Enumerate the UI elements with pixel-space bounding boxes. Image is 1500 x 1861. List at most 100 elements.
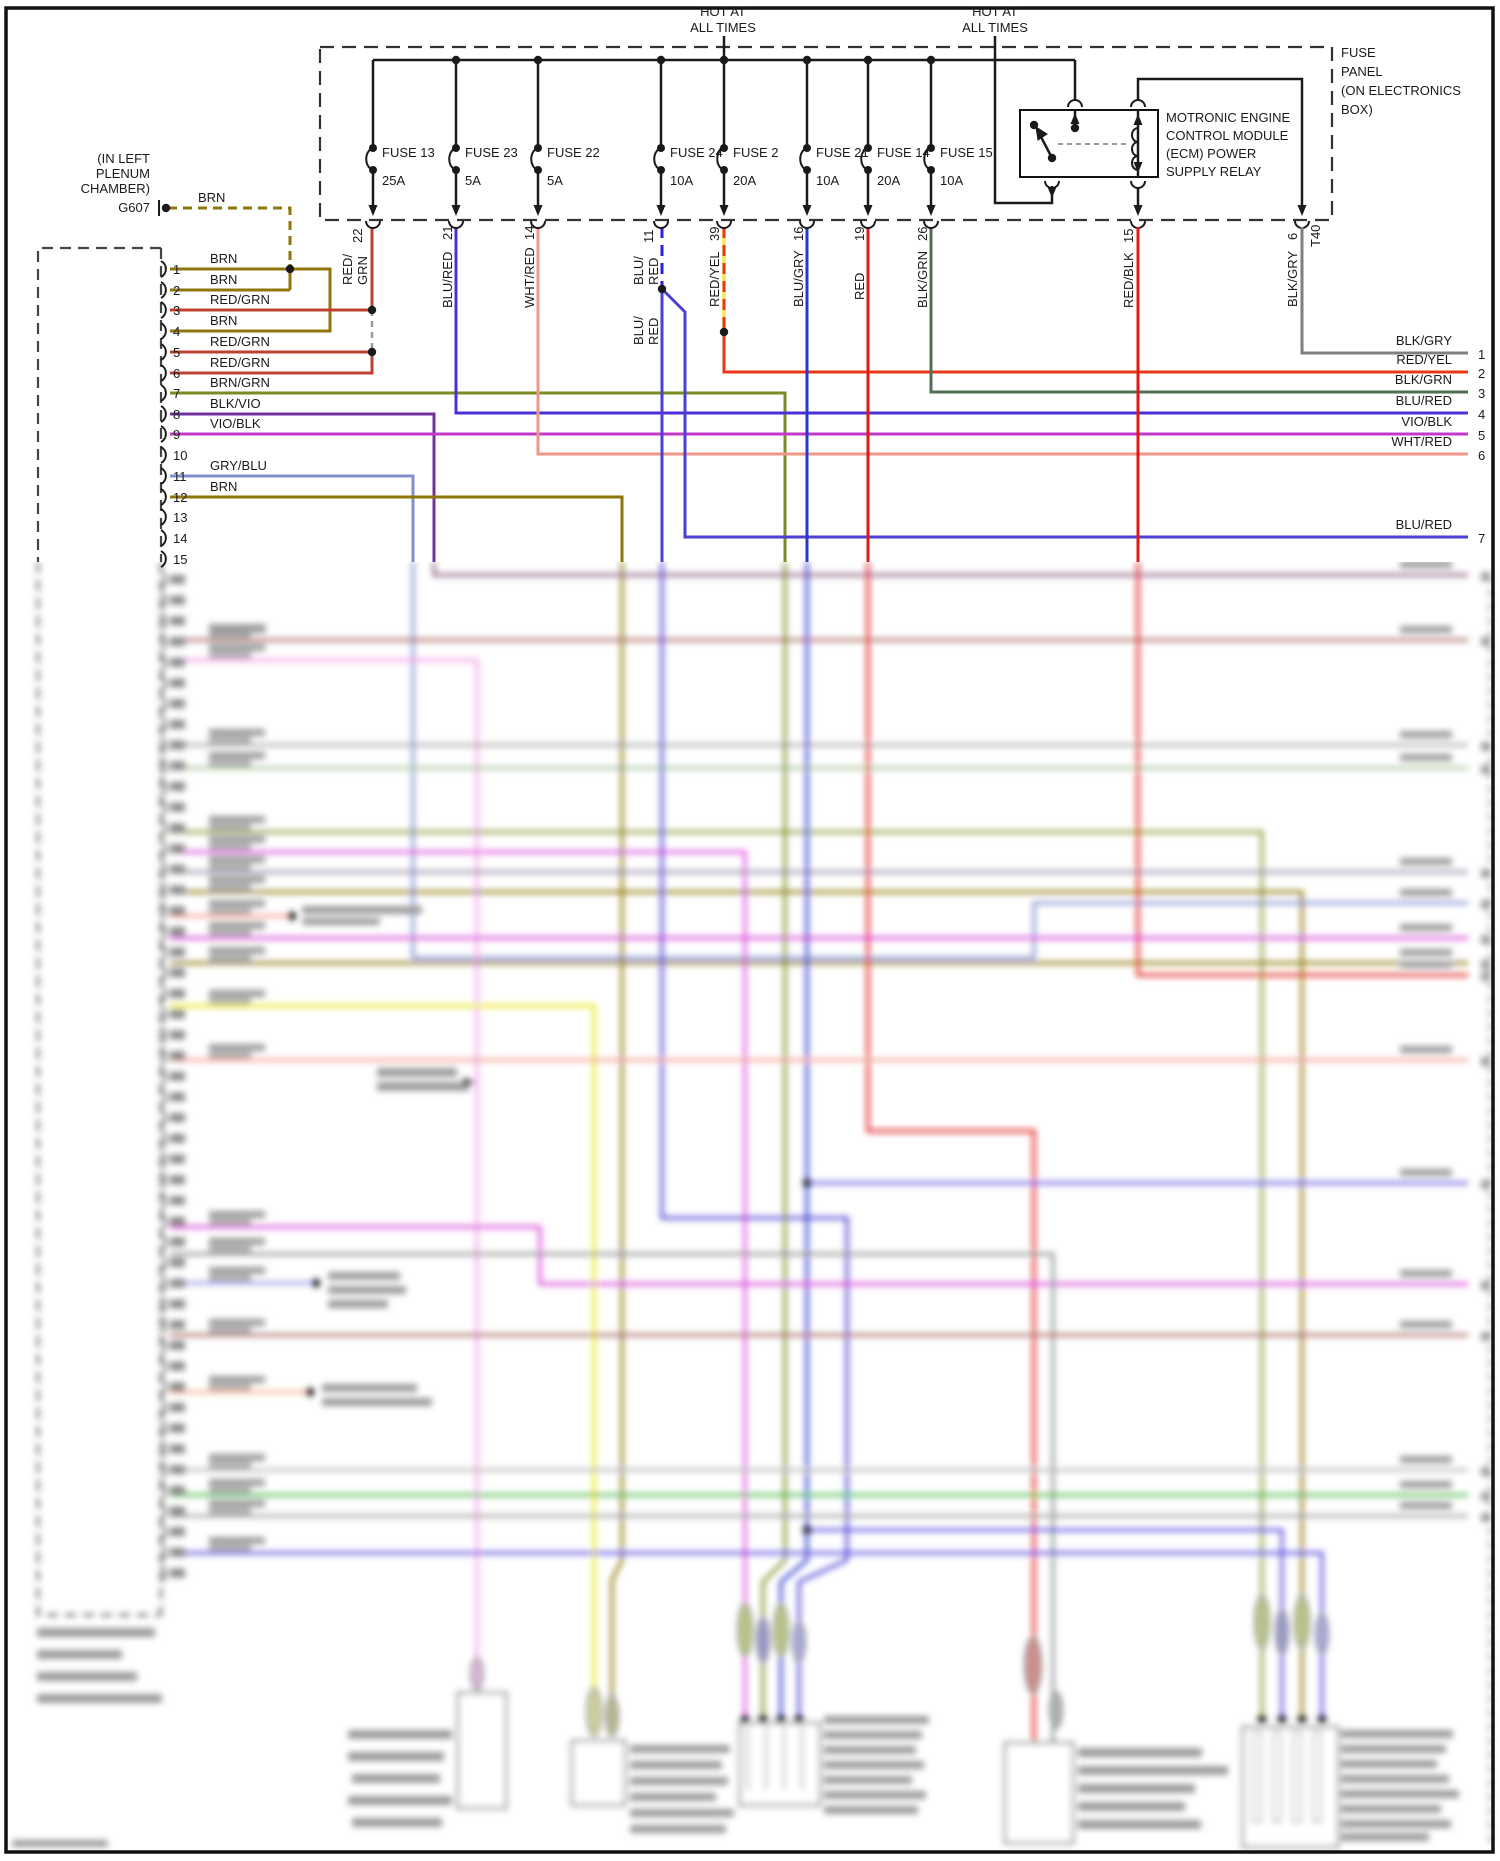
pin-bracket <box>160 508 167 526</box>
pin-bracket-blurred <box>160 757 167 776</box>
pin-number-blurred <box>170 885 185 895</box>
pin-bracket-blurred <box>160 881 167 900</box>
wire-label-blurred <box>209 737 251 743</box>
wire-label-blurred <box>209 1275 251 1281</box>
pin-number-blurred <box>170 1527 185 1537</box>
pin-number-blurred <box>170 906 185 916</box>
pin-number-blurred <box>1481 972 1490 981</box>
pin-number-blurred <box>170 1092 185 1102</box>
wire <box>170 1252 1055 1743</box>
junction-dot-blurred <box>1277 1714 1287 1724</box>
label: 15 <box>173 552 187 567</box>
pin-number-blurred <box>170 1278 185 1288</box>
label: 5A <box>465 173 481 188</box>
wire-label-blurred <box>209 922 265 929</box>
ecm-connector-box <box>36 246 161 562</box>
pin-number-blurred <box>1481 1513 1490 1522</box>
pin-bracket-blurred <box>160 716 167 734</box>
pin-number-blurred <box>170 989 185 998</box>
label: VIO/BLK <box>1401 414 1452 429</box>
wire-label-blurred <box>209 1319 265 1326</box>
pin-bracket <box>160 550 167 568</box>
connector-bump <box>1067 99 1083 108</box>
pin-number-blurred <box>170 637 185 647</box>
blurred-diagram-region <box>12 562 1492 1848</box>
junction-dot-blurred <box>802 1178 812 1188</box>
g607-brn-wire <box>168 206 292 264</box>
pin-number-blurred <box>170 1009 185 1019</box>
pin-number-blurred <box>170 1382 185 1392</box>
text-blurred <box>1078 1748 1202 1757</box>
wire-label-blurred <box>209 900 265 907</box>
component-box-e <box>1242 1726 1339 1848</box>
wire-label-blurred <box>209 998 251 1004</box>
label: BLU/RED <box>1396 393 1452 408</box>
pin-number-blurred <box>170 1485 185 1495</box>
pin-number-blurred <box>170 844 185 854</box>
wire <box>170 890 1304 1719</box>
wire-label-blurred <box>209 1211 265 1218</box>
junction-dot <box>1047 153 1057 163</box>
wire-label-blurred <box>209 1327 251 1333</box>
label: 20A <box>733 173 756 188</box>
pin-bracket-blurred <box>160 591 167 610</box>
label: 39 <box>707 227 722 241</box>
pin-number-blurred <box>1481 869 1490 878</box>
pin-number-blurred <box>1481 1492 1490 1501</box>
text-blurred <box>824 1731 922 1739</box>
junction-dot-blurred <box>311 1278 321 1288</box>
label: (ON ELECTRONICS <box>1341 83 1461 98</box>
pin-bracket-blurred <box>160 1295 167 1314</box>
label: FUSE 21 <box>816 145 869 160</box>
pin-bracket-blurred <box>160 923 167 941</box>
wire-label-blurred <box>209 652 251 658</box>
pin-number-blurred <box>170 657 185 667</box>
wire-whtred-14 <box>536 227 1468 456</box>
text-blurred <box>348 1752 444 1761</box>
text-blurred <box>37 1650 122 1659</box>
label: BLU/RED <box>1396 517 1452 532</box>
pin-number-blurred <box>1481 1467 1490 1476</box>
pin-number-blurred <box>1481 765 1490 774</box>
text-blurred <box>1078 1820 1201 1829</box>
pin-bracket-blurred <box>160 1088 167 1107</box>
label: ALL TIMES <box>690 20 756 35</box>
arrowhead <box>1070 113 1080 124</box>
wire-label-blurred <box>1400 754 1452 761</box>
junction-dot-blurred <box>776 1714 786 1724</box>
fuse-terminal <box>534 144 542 152</box>
connector-sleeve <box>773 1603 789 1657</box>
label: 12 <box>173 490 187 505</box>
text-blurred <box>1341 1760 1437 1768</box>
label: 15 <box>1121 229 1136 243</box>
arrowhead <box>1297 205 1307 216</box>
pin-bracket <box>160 467 167 485</box>
wire-label-blurred <box>209 876 265 883</box>
pin-number-blurred <box>170 699 185 709</box>
junction-dot <box>285 264 295 274</box>
text-blurred <box>1341 1730 1453 1738</box>
pin-number-blurred <box>170 823 185 833</box>
relay-box <box>1019 109 1159 178</box>
label: CONTROL MODULE <box>1166 128 1289 143</box>
connector-bump <box>1130 99 1146 108</box>
pin-bracket <box>160 301 167 319</box>
label: BLK/VIO <box>210 396 261 411</box>
label: 26 <box>915 227 930 241</box>
label: 11 <box>173 469 187 484</box>
pin-number-blurred <box>170 1133 185 1143</box>
wire-label-blurred <box>209 1246 251 1252</box>
text-blurred <box>1078 1766 1228 1775</box>
wire-label-blurred <box>1400 961 1452 968</box>
pin-number-blurred <box>170 1465 185 1475</box>
pin-bracket <box>160 343 167 361</box>
text-blurred <box>630 1825 726 1833</box>
arrowhead <box>451 205 461 216</box>
junction-dot-blurred <box>287 911 297 921</box>
pin-number-blurred <box>1481 960 1490 969</box>
wire-label-blurred <box>209 930 251 936</box>
pin-number-blurred <box>170 1568 185 1578</box>
text-blurred <box>328 1300 388 1308</box>
connector-sleeve <box>1049 1691 1063 1729</box>
wire-label-blurred <box>209 844 251 850</box>
